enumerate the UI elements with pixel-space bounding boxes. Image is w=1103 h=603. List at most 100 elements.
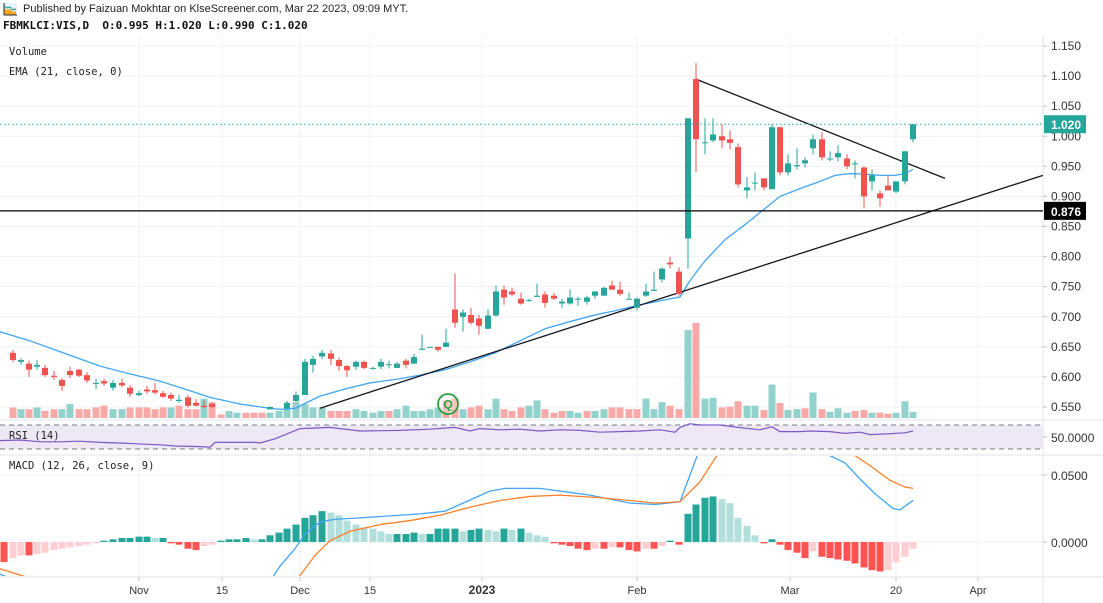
candle-body [119, 382, 125, 386]
macd-histogram-bar [100, 540, 108, 542]
macd-histogram-bar [600, 542, 608, 549]
volume-bar [709, 397, 717, 418]
macd-histogram-bar [233, 539, 241, 542]
candle-body [584, 297, 590, 302]
candle [877, 190, 883, 207]
rsi-band [0, 425, 1043, 449]
volume-bar [184, 409, 192, 418]
volume-bar [83, 409, 91, 418]
time-tick-label: 15 [364, 585, 376, 597]
volume-bar [760, 410, 768, 418]
candle [267, 406, 273, 410]
price-levels[interactable] [0, 123, 1043, 212]
volume-bar [25, 409, 33, 418]
macd-histogram-bar [143, 536, 151, 542]
volume-indicator-label[interactable]: Volume [9, 46, 47, 58]
candle-body [575, 298, 581, 300]
candle [168, 392, 174, 401]
candle [626, 292, 632, 300]
candle [885, 175, 891, 191]
volume-bar [558, 410, 566, 418]
macd-histogram-bar [566, 542, 574, 547]
volume-bar [718, 407, 726, 418]
rsi-pane [0, 423, 1043, 450]
candle [810, 134, 816, 155]
macd-histogram-bar [459, 531, 467, 542]
macd-histogram-bar [743, 525, 751, 542]
macd-histogram-bar [25, 542, 33, 556]
volume-bar [143, 407, 151, 418]
candle [575, 296, 581, 306]
macd-histogram-bar [892, 542, 900, 563]
macd-histogram-bar [393, 533, 401, 542]
candle [18, 358, 24, 365]
macd-histogram-bar [318, 511, 326, 542]
candle-body [761, 178, 767, 188]
candle [302, 358, 308, 395]
candle [509, 287, 515, 296]
volume-bar [208, 402, 216, 418]
macd-histogram-bar [109, 539, 117, 542]
candle [452, 273, 458, 328]
level-price-tag [1044, 201, 1086, 220]
macd-histogram-bar [434, 528, 442, 542]
price-tick-label: 1.050 [1051, 99, 1081, 113]
macd-histogram-bar [9, 542, 17, 559]
candle-body [452, 309, 458, 323]
volume-bar [801, 408, 809, 418]
macd-histogram-bar [33, 542, 41, 555]
volume-bar [9, 407, 17, 418]
macd-histogram-bar [701, 497, 709, 542]
candle-body [42, 367, 48, 376]
event-marker[interactable]: Q [437, 393, 459, 415]
candle [152, 382, 158, 395]
macd-histogram-bar [225, 539, 233, 542]
macd-histogram-bar [909, 542, 917, 549]
volume-bar [768, 384, 776, 418]
candle-body [18, 360, 24, 362]
macd-histogram-bar [41, 542, 49, 553]
rsi-tick-label: 50.0000 [1051, 431, 1095, 445]
candle [353, 360, 359, 370]
rsi-line [0, 423, 914, 448]
candle-body [910, 124, 916, 140]
candle-body [493, 291, 499, 316]
macd-indicator-label[interactable]: MACD (12, 26, close, 9) [9, 460, 155, 472]
candle [794, 148, 800, 170]
macd-histogram-bar [675, 542, 683, 545]
candle-body [794, 165, 800, 167]
volume-bar [109, 409, 117, 418]
volume-bar [66, 403, 74, 418]
macd-histogram-bar [75, 542, 83, 547]
volume-bar [151, 409, 159, 418]
candle [67, 366, 73, 379]
volume-bar [600, 409, 608, 418]
macd-histogram-bar [250, 539, 258, 542]
candle-body [559, 301, 565, 304]
trendlines[interactable] [319, 78, 1044, 409]
macd-histogram-bar [591, 542, 599, 549]
candle [42, 364, 48, 377]
candle [476, 314, 482, 335]
macd-histogram-bar [558, 542, 566, 545]
volume-bar [41, 410, 49, 418]
rsi-indicator-label[interactable]: RSI (14) [9, 430, 60, 442]
volume-bar [377, 410, 385, 418]
candle [26, 360, 32, 377]
macd-histogram-bar [876, 542, 884, 572]
volume-bar [684, 330, 692, 418]
candle [592, 291, 598, 299]
candle [386, 360, 392, 369]
macd-histogram-bar [851, 542, 859, 564]
earnings-marker-icon[interactable] [437, 393, 459, 415]
candle [370, 366, 376, 370]
volume-bar [92, 407, 100, 418]
volume-bar [734, 401, 742, 418]
macd-histogram-bar [50, 542, 58, 551]
candle-body [51, 375, 57, 377]
volume-bar [50, 409, 58, 418]
ema-indicator-label[interactable]: EMA (21, close, 0) [9, 66, 123, 78]
volume-bar [175, 405, 183, 418]
candle [852, 160, 858, 179]
